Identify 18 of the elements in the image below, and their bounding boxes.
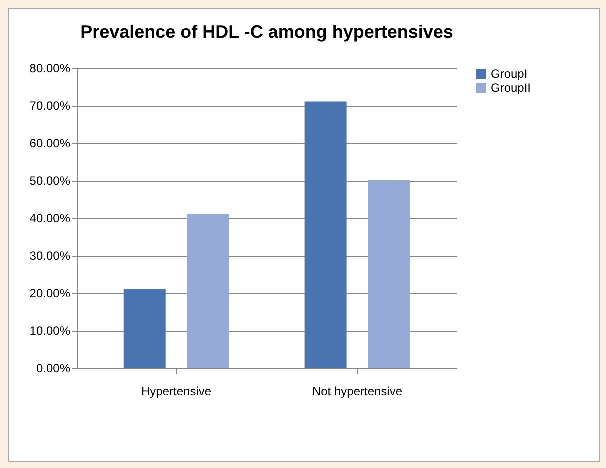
- y-tick-label: 20.00%: [30, 286, 71, 300]
- y-tick-label: 40.00%: [30, 212, 71, 226]
- bar: [368, 180, 410, 368]
- y-tick-label: 70.00%: [30, 99, 71, 113]
- y-tick-label: 0.00%: [36, 362, 71, 376]
- y-tick-label: 80.00%: [30, 62, 71, 76]
- legend-label: GroupII: [491, 81, 532, 95]
- chart-title: Prevalence of HDL -C among hypertensives: [80, 22, 454, 42]
- y-tick-label: 10.00%: [30, 324, 71, 338]
- y-tick-label: 50.00%: [30, 174, 71, 188]
- legend-label: GroupI: [491, 67, 528, 81]
- y-tick-label: 30.00%: [30, 249, 71, 263]
- x-tick-label: Hypertensive: [142, 384, 212, 398]
- bar: [304, 102, 347, 368]
- bar: [187, 214, 230, 368]
- y-tick-label: 60.00%: [30, 136, 71, 150]
- x-tick-label: Not hypertensive: [312, 384, 403, 398]
- bar: [124, 289, 166, 368]
